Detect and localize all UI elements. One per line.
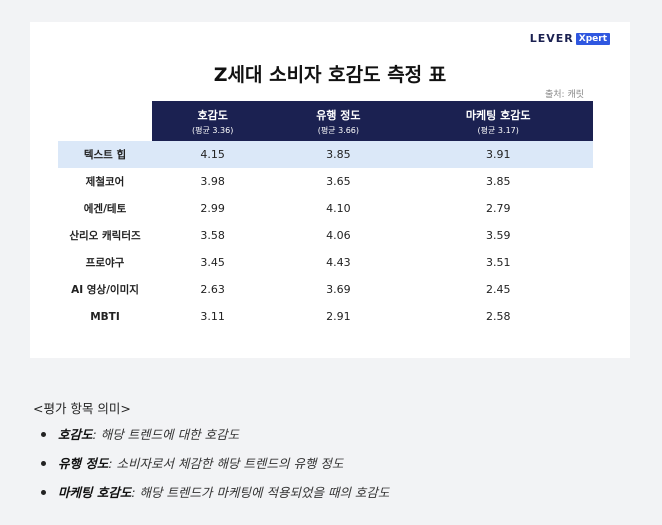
legend-term: 호감도 [58,427,93,442]
table-cell: 2.99 [200,202,225,215]
table-cell: 3.98 [200,175,225,188]
column-average: (평균 3.36) [192,125,234,135]
table-row: 제철코어 3.98 3.65 3.85 [58,168,593,195]
column-label: 마케팅 호감도 [465,108,531,122]
legend-term: 마케팅 호감도 [58,485,132,500]
row-label: 텍스트 힙 [58,141,152,168]
table-row: 프로야구 3.45 4.43 3.51 [58,249,593,276]
row-label: MBTI [90,310,120,323]
table-header-row: 호감도 (평균 3.36) 유행 정도 (평균 3.66) 마케팅 호감도 (평… [58,101,593,141]
table-cell: 3.69 [326,283,351,296]
logo-text: LEVER [529,32,574,45]
table-row: AI 영상/이미지 2.63 3.69 2.45 [58,276,593,303]
column-header-favorability: 호감도 (평균 3.36) [152,101,274,141]
column-header-popularity: 유행 정도 (평균 3.66) [273,101,404,141]
table-cell: 4.10 [326,202,351,215]
table-cell: 3.59 [485,229,511,242]
legend-term: 유행 정도 [58,456,109,471]
lever-xpert-logo: LEVER Xpert [530,32,610,45]
legend-list: 호감도: 해당 트렌드에 대한 호감도 유행 정도: 소비자로서 체감한 해당 … [38,420,389,507]
row-label: AI 영상/이미지 [71,284,139,296]
column-average: (평균 3.66) [317,125,360,135]
list-item: 마케팅 호감도: 해당 트렌드가 마케팅에 적용되었을 때의 호감도 [38,478,389,507]
page-title: Z세대 소비자 호감도 측정 표 [213,64,447,86]
row-label: 제철코어 [85,176,125,188]
table-cell: 3.58 [200,229,225,242]
table-row: MBTI 3.11 2.91 2.58 [58,303,593,330]
row-label: 에겐/테토 [83,203,127,215]
table-cell: 4.06 [326,229,351,242]
table-row: 산리오 캐릭터즈 3.58 4.06 3.59 [58,222,593,249]
table-cell: 2.79 [485,202,511,215]
list-item: 호감도: 해당 트렌드에 대한 호감도 [38,420,389,449]
table-cell: 2.45 [485,283,511,296]
table-cell: 3.65 [326,175,351,188]
logo-badge: Xpert [575,32,610,45]
table-cell: 2.63 [200,283,225,296]
legend-description: : 해당 트렌드가 마케팅에 적용되었을 때의 호감도 [131,485,390,500]
legend-description: : 해당 트렌드에 대한 호감도 [92,427,240,442]
table-cell: 3.51 [485,256,511,269]
table-cell: 3.85 [273,141,404,168]
table-cell: 2.91 [326,310,351,323]
header-corner [58,101,152,141]
table-cell: 3.91 [403,141,593,168]
table-row: 에겐/테토 2.99 4.10 2.79 [58,195,593,222]
trend-table-card: LEVER Xpert Z세대 소비자 호감도 측정 표 출처: 캐릿 호감도 … [30,22,630,358]
row-label: 산리오 캐릭터즈 [69,230,141,242]
list-item: 유행 정도: 소비자로서 체감한 해당 트렌드의 유행 정도 [38,449,389,478]
table-cell: 3.85 [485,175,511,188]
table-cell: 4.43 [326,256,351,269]
source-caption: 출처: 캐릿 [544,90,584,100]
row-label: 프로야구 [85,257,125,269]
favorability-table: 호감도 (평균 3.36) 유행 정도 (평균 3.66) 마케팅 호감도 (평… [58,101,593,330]
bullet-icon [41,432,46,437]
legend-heading: <평가 항목 의미> [33,401,131,416]
bullet-icon [41,461,46,466]
column-average: (평균 3.17) [477,125,519,135]
table-cell: 3.11 [200,310,225,323]
column-label: 호감도 [197,108,228,122]
table-cell: 3.45 [200,256,225,269]
legend-description: : 소비자로서 체감한 해당 트렌드의 유행 정도 [108,456,344,471]
column-label: 유행 정도 [316,108,361,122]
table-row: 텍스트 힙 4.15 3.85 3.91 [58,141,593,168]
table-cell: 2.58 [485,310,511,323]
column-header-marketing: 마케팅 호감도 (평균 3.17) [403,101,593,141]
bullet-icon [41,490,46,495]
table-cell: 4.15 [152,141,274,168]
